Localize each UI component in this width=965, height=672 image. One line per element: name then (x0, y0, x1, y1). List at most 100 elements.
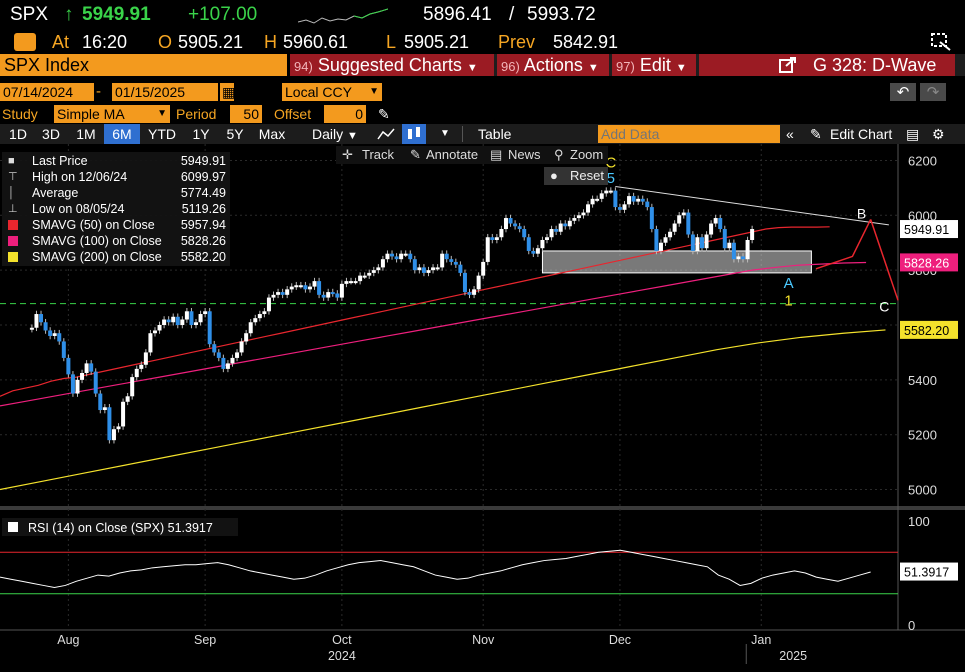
legend-item[interactable]: │ Average 5774.49 (2, 185, 230, 201)
candle-body (84, 363, 89, 373)
reset-button[interactable]: ● Reset (544, 167, 608, 185)
security-name: SPX Index (4, 55, 90, 75)
candle-body (554, 229, 559, 232)
period-button-max[interactable]: Max (258, 126, 286, 142)
caret-down-icon: ▼ (369, 86, 379, 97)
candle-body (253, 318, 258, 323)
period-button-3d[interactable]: 3D (42, 126, 60, 142)
news-icon: ▤ (490, 147, 503, 162)
table-button[interactable]: Table (478, 126, 512, 142)
period-button-ytd[interactable]: YTD (148, 126, 176, 142)
annotate-tool[interactable]: Annotate (426, 147, 479, 162)
candle-body (298, 285, 303, 288)
export-icon[interactable] (779, 57, 797, 73)
legend-item[interactable]: ■ Last Price 5949.91 (2, 153, 230, 169)
pencil-icon[interactable]: ✎ (378, 106, 390, 122)
last-price: 5949.91 (82, 4, 151, 25)
study-select[interactable]: Simple MA ▼ (54, 105, 170, 123)
candle-body (677, 215, 682, 224)
line-chart-icon[interactable] (376, 126, 396, 142)
redo-button[interactable]: ↷ (920, 83, 946, 101)
chart-settings-icon[interactable]: ▤ (906, 126, 920, 142)
year-label: 2025 (779, 649, 807, 663)
pane-divider[interactable] (0, 506, 965, 510)
actions-menu[interactable]: 96) Actions ▼ (497, 54, 609, 76)
candle-body (385, 253, 390, 260)
prev-label: Prev (498, 32, 536, 52)
projection-arrow-up (815, 219, 872, 270)
collapse-icon[interactable]: « (786, 126, 794, 142)
candle-body (403, 253, 408, 256)
y-tick-label: 6200 (908, 153, 937, 168)
legend-label: SMAVG (50) on Close (32, 218, 155, 232)
legend-swatch (8, 220, 18, 230)
actions-number: 96) (501, 59, 520, 74)
period-label: Period (176, 106, 217, 122)
zoom-tool[interactable]: Zoom (570, 147, 604, 162)
offset-label: Offset (274, 106, 312, 122)
calendar-icon[interactable]: ▦ (220, 83, 236, 101)
annotate-icon: ✎ (410, 147, 421, 162)
candle-body (358, 275, 363, 282)
offset-input[interactable]: 0 (324, 105, 366, 123)
edit-menu[interactable]: 97) Edit ▼ (612, 54, 696, 76)
trend-line (615, 186, 889, 226)
candle-body (531, 250, 536, 254)
caret-down-icon[interactable]: ▼ (440, 128, 450, 139)
period-button-1y[interactable]: 1Y (192, 126, 210, 142)
currency-select[interactable]: Local CCY ▼ (282, 83, 382, 101)
edit-chart-button[interactable]: Edit Chart (830, 126, 893, 142)
period-button-6m[interactable]: 6M (104, 124, 140, 144)
add-data-input[interactable] (598, 125, 780, 143)
chart-id[interactable]: G 328: D-Wave (813, 55, 937, 75)
ticker-symbol[interactable]: SPX (10, 4, 49, 25)
legend-item[interactable]: SMAVG (100) on Close 5828.26 (2, 233, 230, 249)
legend-item[interactable]: ⊥ Low on 08/05/24 5119.26 (2, 201, 230, 217)
candle-body (102, 407, 107, 411)
wave-label-5: 5 (607, 170, 615, 187)
period-button-5y[interactable]: 5Y (226, 126, 244, 142)
candle-body (595, 198, 600, 201)
wave-label-c-bottom: C (879, 298, 889, 314)
caret-down-icon: ▼ (347, 130, 358, 142)
wave-label-1: 1 (784, 292, 792, 309)
candle-body (75, 379, 80, 394)
suggested-charts-menu[interactable]: 94) Suggested Charts ▼ (290, 54, 494, 76)
legend-item[interactable]: SMAVG (50) on Close 5957.94 (2, 217, 230, 233)
candle-chart-icon[interactable] (402, 124, 426, 144)
price-chart[interactable]: 5000520054005600580060006200AugSepOctNov… (0, 144, 965, 672)
period-button-1d[interactable]: 1D (9, 126, 27, 142)
frequency-select[interactable]: Daily ▼ (306, 124, 364, 144)
undo-button[interactable]: ↶ (890, 83, 916, 101)
actions-label: Actions (523, 55, 583, 75)
gear-icon[interactable]: ⚙ (932, 126, 945, 142)
low-label: L (386, 32, 397, 52)
period-input[interactable]: 50 (230, 105, 262, 123)
legend-item[interactable]: SMAVG (200) on Close 5582.20 (2, 249, 230, 265)
candle-body (663, 237, 668, 243)
legend-item[interactable]: ⊤ High on 12/06/24 6099.97 (2, 169, 230, 185)
caret-down-icon: ▼ (466, 62, 478, 74)
period-button-1m[interactable]: 1M (76, 126, 96, 142)
sma200-tag: 5582.20 (904, 324, 949, 338)
legend-marker-icon: ■ (8, 155, 15, 167)
candle-body (558, 223, 563, 232)
candle-body (107, 407, 112, 441)
candle-body (453, 261, 458, 265)
high-value: 5960.61 (283, 32, 349, 52)
reset-icon: ● (550, 168, 558, 183)
end-date-field[interactable]: 01/15/2025 (112, 83, 218, 101)
y-tick-label: 5400 (908, 373, 937, 388)
screenshot-icon[interactable] (930, 32, 952, 52)
news-tool[interactable]: News (508, 147, 541, 162)
candle-body (212, 344, 217, 353)
track-tool[interactable]: Track (362, 147, 395, 162)
x-tick-label: Nov (472, 633, 495, 647)
legend-label: SMAVG (100) on Close (32, 234, 162, 248)
security-field[interactable]: SPX Index (0, 54, 287, 76)
frequency-value: Daily (312, 126, 344, 142)
candle-body (472, 289, 477, 295)
study-row: Study Simple MA ▼ Period 50 Offset 0 ✎ (0, 104, 965, 124)
candle-body (330, 292, 335, 295)
start-date-field[interactable]: 07/14/2024 (0, 83, 94, 101)
